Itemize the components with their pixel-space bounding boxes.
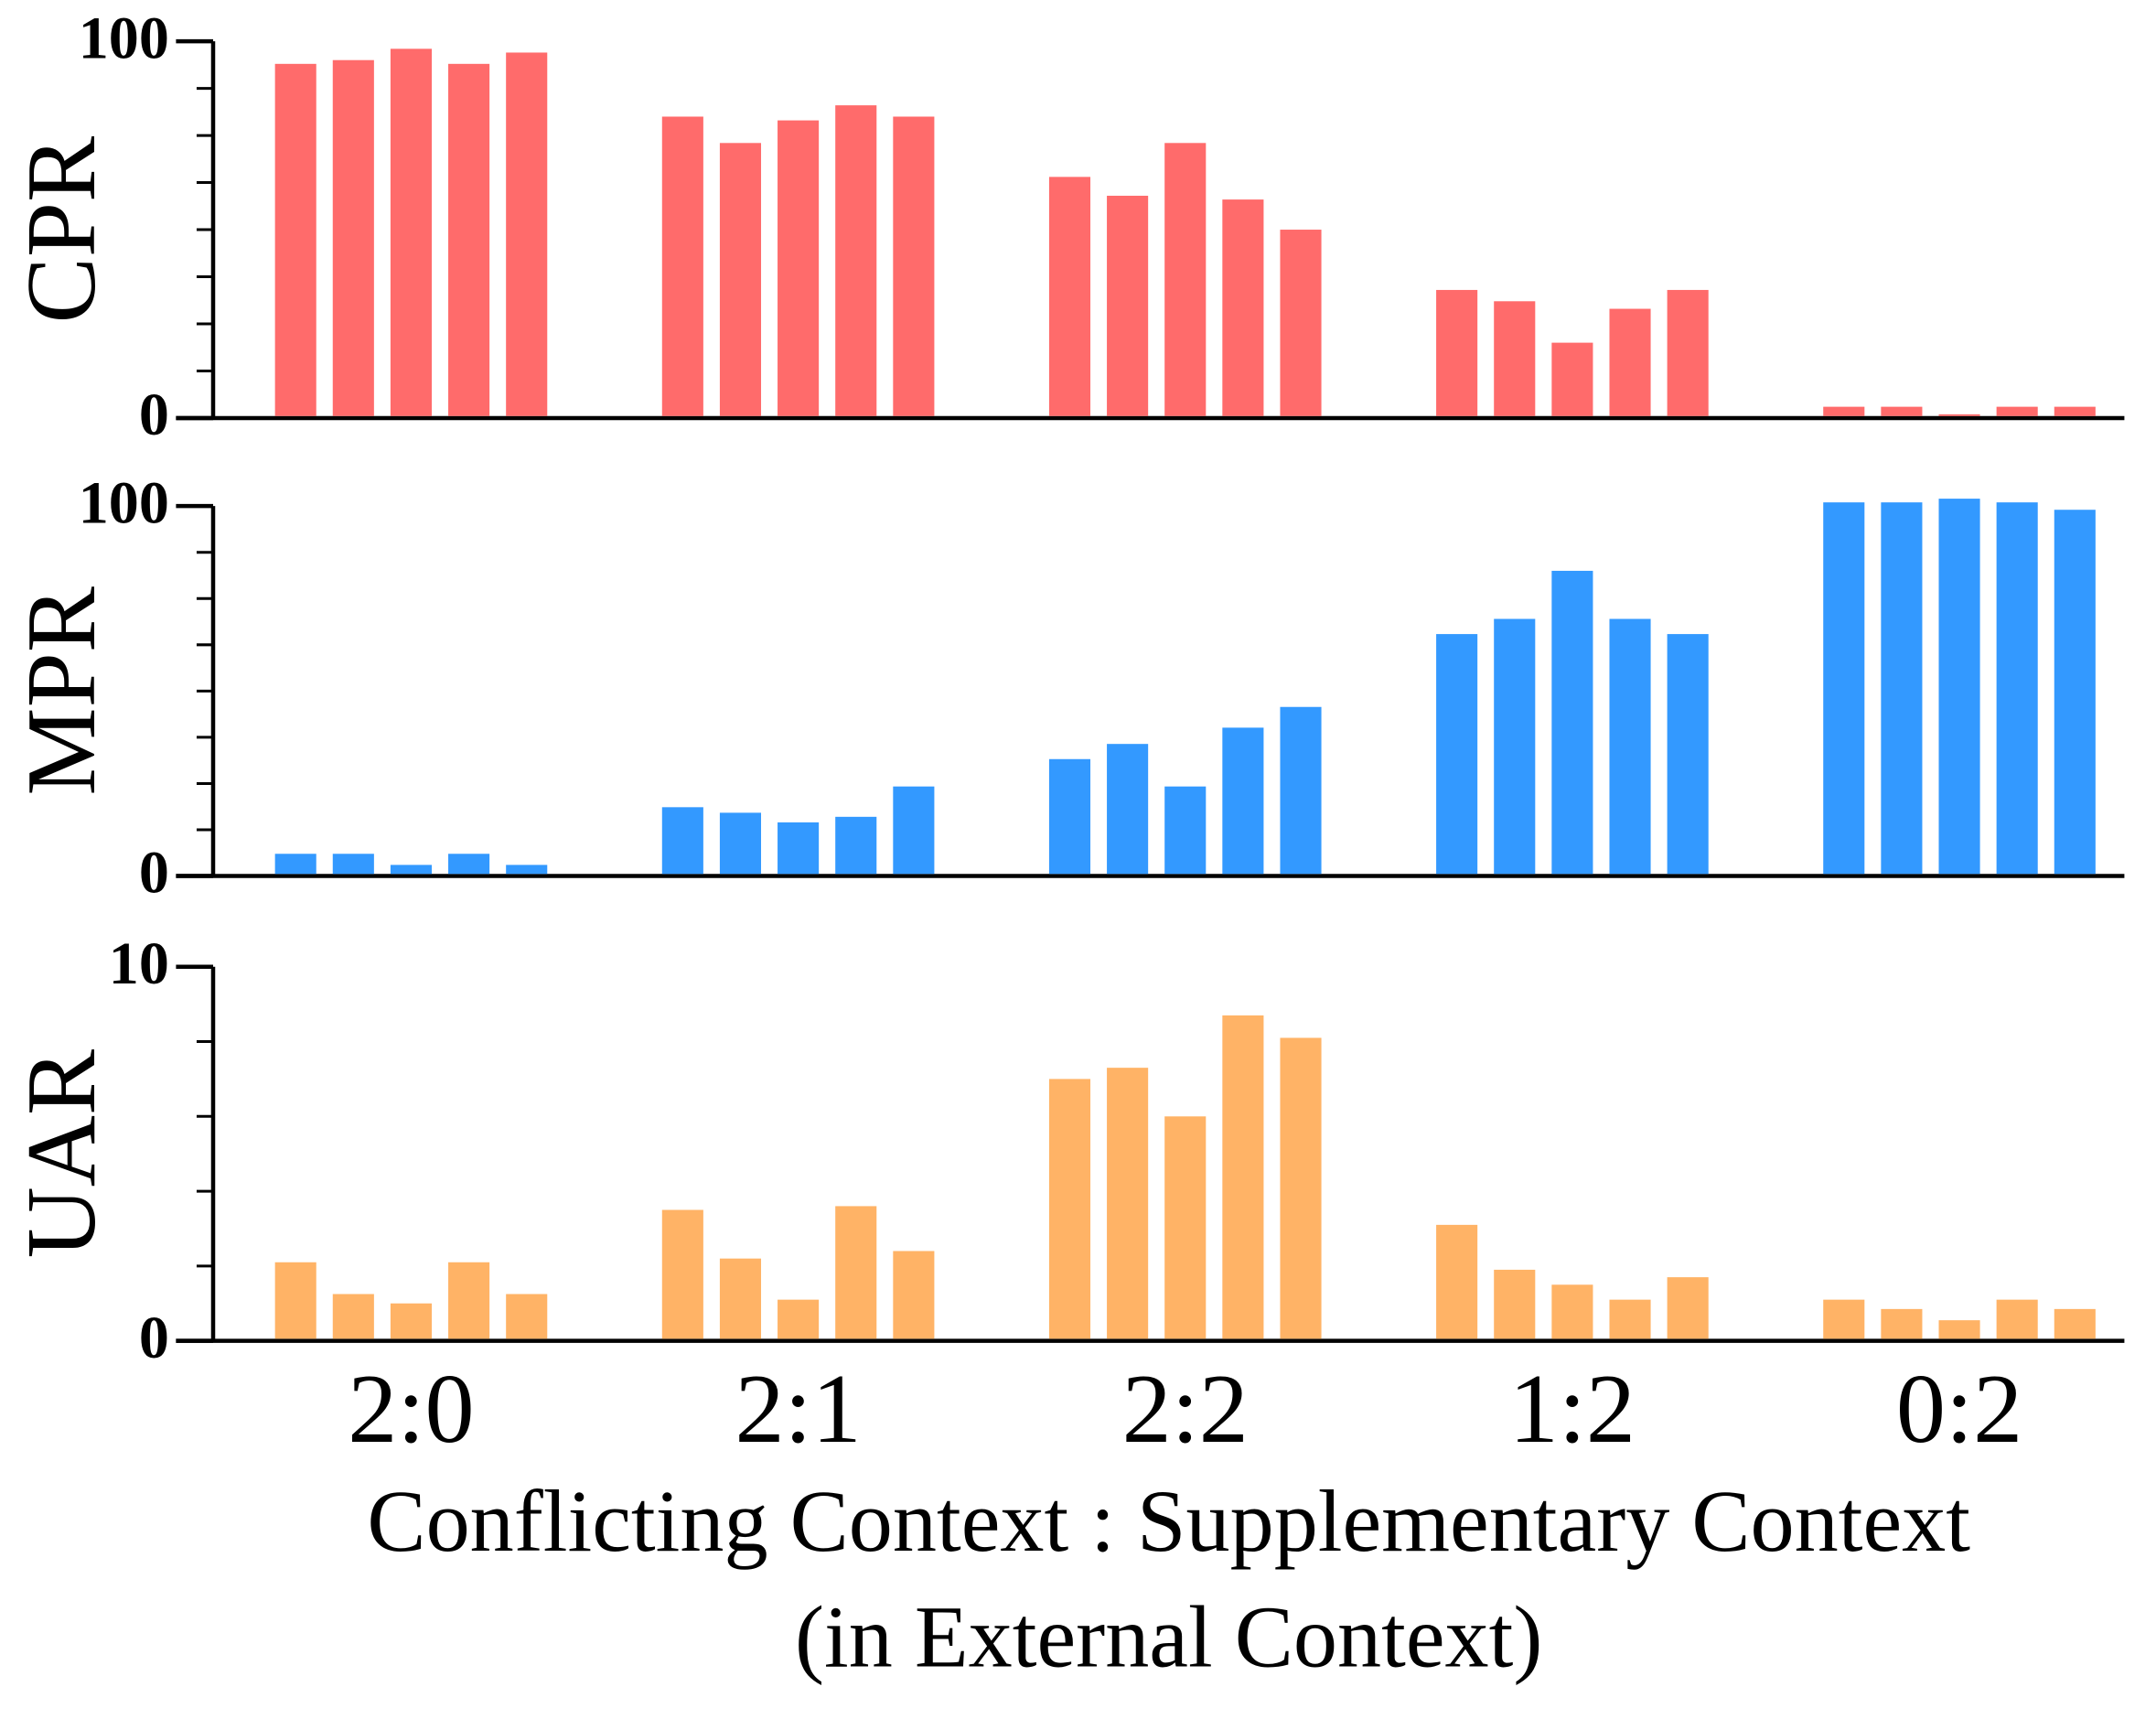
bar	[274, 854, 316, 875]
bar	[661, 1209, 703, 1339]
bar	[274, 1262, 316, 1339]
bar	[1823, 1299, 1865, 1339]
bar	[1881, 502, 1923, 875]
bar	[1436, 289, 1478, 416]
bar	[778, 120, 820, 416]
bar	[835, 105, 877, 416]
x-tick-label: 2:1	[735, 1355, 861, 1464]
bar	[1048, 758, 1091, 875]
bar	[506, 52, 548, 416]
bar	[332, 59, 374, 416]
bar	[506, 865, 548, 875]
bar	[719, 1258, 762, 1339]
bar	[1494, 618, 1536, 875]
y-axis-label: UAR	[7, 1048, 116, 1258]
bar	[1280, 706, 1322, 875]
bar	[1996, 1299, 2038, 1339]
bar	[719, 143, 762, 416]
x-tick-label: 0:2	[1896, 1355, 2022, 1464]
y-tick-label: 0	[139, 381, 169, 448]
bar	[1996, 502, 2038, 875]
y-tick-label: 100	[79, 5, 169, 71]
bar	[1494, 1269, 1536, 1339]
bar	[2054, 1308, 2096, 1339]
x-tick-label: 1:2	[1509, 1355, 1636, 1464]
bar	[835, 816, 877, 875]
bar	[893, 786, 935, 875]
bar	[1938, 1320, 1980, 1339]
bar	[274, 63, 316, 416]
bar	[390, 1303, 433, 1339]
bar	[448, 63, 490, 416]
bar	[1222, 727, 1264, 875]
bar	[1881, 1308, 1923, 1339]
bar	[778, 1299, 820, 1339]
bar	[1609, 618, 1651, 875]
bar	[1164, 1116, 1207, 1339]
y-tick-label: 0	[139, 1305, 169, 1371]
bar	[1667, 634, 1709, 875]
bar	[1667, 1277, 1709, 1339]
bar	[1107, 1068, 1149, 1339]
x-tick-label: 2:2	[1122, 1355, 1249, 1464]
x-axis-label: (in External Context)	[795, 1587, 1542, 1685]
bar	[1164, 786, 1207, 875]
bar	[1164, 143, 1207, 416]
bar	[2054, 510, 2096, 875]
bar	[448, 1262, 490, 1339]
bar	[1436, 634, 1478, 875]
bar	[1551, 342, 1593, 416]
bar	[1107, 195, 1149, 416]
bar	[1609, 308, 1651, 416]
y-tick-label: 100	[79, 469, 169, 536]
bar	[1996, 406, 2038, 416]
bar	[893, 1251, 935, 1339]
y-tick-label: 0	[139, 840, 169, 907]
bar	[661, 807, 703, 875]
bar	[1667, 289, 1709, 416]
bar	[1551, 1284, 1593, 1339]
bar	[1551, 570, 1593, 875]
bar	[835, 1206, 877, 1339]
bar	[1280, 230, 1322, 416]
bar	[1222, 199, 1264, 416]
y-tick-label: 10	[109, 930, 169, 997]
bar	[2054, 406, 2096, 416]
bar	[1280, 1037, 1322, 1339]
bar	[1048, 177, 1091, 416]
bar	[390, 865, 433, 875]
bar	[1823, 406, 1865, 416]
bar	[332, 854, 374, 875]
bar	[332, 1294, 374, 1339]
bar	[1048, 1079, 1091, 1339]
bar	[1938, 499, 1980, 875]
bar	[506, 1294, 548, 1339]
bar	[1823, 502, 1865, 875]
bar	[448, 854, 490, 875]
bar	[1436, 1224, 1478, 1339]
bar	[1222, 1015, 1264, 1339]
bar	[661, 116, 703, 416]
bar	[1107, 744, 1149, 875]
bar	[1938, 414, 1980, 416]
x-tick-label: 2:0	[348, 1355, 474, 1464]
bar	[719, 812, 762, 875]
bar	[1881, 406, 1923, 416]
bar	[1494, 301, 1536, 416]
bar	[778, 822, 820, 875]
x-axis-label: Conflicting Context : Supplementary Cont…	[367, 1472, 1970, 1570]
bar	[390, 48, 433, 416]
y-axis-label: MPR	[7, 586, 116, 795]
y-axis-label: CPR	[7, 135, 116, 323]
bar	[1609, 1299, 1651, 1339]
bar	[893, 116, 935, 416]
